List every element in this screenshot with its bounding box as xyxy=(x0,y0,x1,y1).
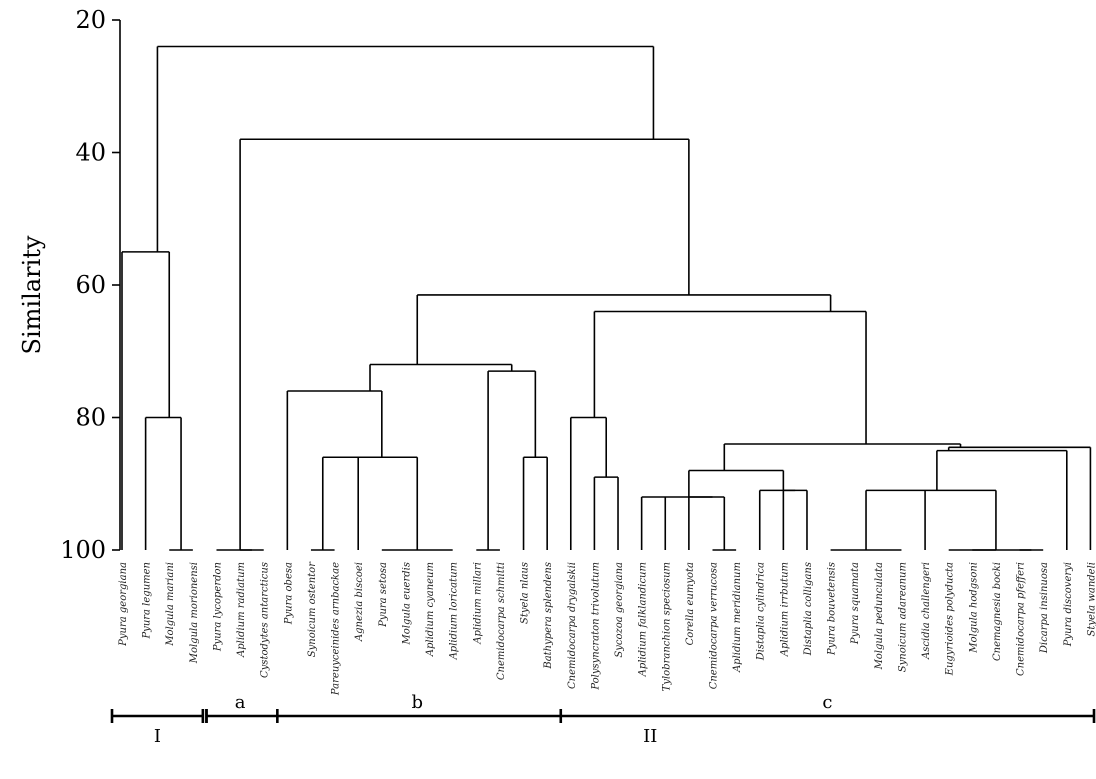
leaf-label: Molgula hodgsoni xyxy=(968,562,979,654)
subgroup-label: c xyxy=(822,692,832,713)
leaf-label: Pyura squamata xyxy=(850,562,861,645)
leaf-label: Polysyncraton trivolutum xyxy=(590,562,601,691)
leaf-label: Pyura legumen xyxy=(142,562,153,640)
leaf-label: Aplidium loricatum xyxy=(449,562,460,660)
leaf-label: Pyura obesa xyxy=(283,562,294,625)
leaf-label: Styela wandeli xyxy=(1086,562,1096,636)
y-tick-label: 20 xyxy=(75,6,106,34)
subgroup-label: b xyxy=(411,692,423,713)
leaf-label: Distaplia colligans xyxy=(803,562,814,656)
leaf-label: Aplidium falklandicum xyxy=(638,562,649,677)
leaf-labels: Pyura georgiana Pyura legumen Molgula mari… xyxy=(118,561,1096,696)
leaf-label: Aplidium cyaneum xyxy=(425,562,436,657)
leaf-label: Molgula euerdis xyxy=(401,562,412,645)
leaf-label: Cnemagnesia bocki xyxy=(992,562,1003,661)
leaf-label: Ascidia challengeri xyxy=(921,562,932,660)
leaf-label: Styela nlaus xyxy=(520,562,531,624)
dendrogram-links xyxy=(122,47,1090,551)
leaf-label: Distaplia cylindrica xyxy=(756,562,767,661)
leaf-label: Agnezia biscoei xyxy=(354,562,365,642)
leaf-label: Synoicum adareanum xyxy=(897,562,908,672)
leaf-label: Molgula morionensi xyxy=(189,562,200,664)
leaf-label: Tylobranchion speciosum xyxy=(661,562,672,691)
leaf-label: Cnemidocarpa schmitti xyxy=(496,562,507,680)
leaf-label: Synoicum ostentor xyxy=(307,561,318,657)
leaf-label: Pyura bouvetensis xyxy=(827,562,838,656)
group-brackets: I IIa b c xyxy=(112,692,1094,747)
leaf-label: Corella eumyota xyxy=(685,562,696,645)
leaf-label: Pyura lycoperdon xyxy=(212,562,223,652)
leaf-label: Aplidium irrbutum xyxy=(779,562,790,657)
leaf-label: Dicarpa insinuosa xyxy=(1039,562,1050,654)
leaf-label: Pareuyceinides arnbackae xyxy=(331,562,342,696)
leaf-label: Pyura setosa xyxy=(378,562,389,628)
leaf-label: Cnemidocarpa drygalskii xyxy=(567,562,578,689)
leaf-label: Pyura discoveryi xyxy=(1063,562,1074,647)
y-tick-label: 40 xyxy=(75,139,106,167)
leaf-label: Cnemidocarpa pfefferi xyxy=(1016,562,1027,676)
leaf-label: Aplidium meridianum xyxy=(732,562,743,673)
group-label: I xyxy=(154,726,161,747)
leaf-label: Molgula pedunculata xyxy=(874,562,885,670)
y-tick-label: 100 xyxy=(60,536,106,564)
leaf-label: Pyura georgiana xyxy=(118,562,129,647)
leaf-label: Aplidium radiatum xyxy=(236,562,247,658)
leaf-label: Aplidium millari xyxy=(472,562,483,645)
leaf-label: Cnemidocarpa verrucosa xyxy=(709,562,720,689)
subgroup-label: a xyxy=(235,692,246,713)
leaf-label: Sycozoa georgiana xyxy=(614,562,625,658)
leaf-label: Molgula mariani xyxy=(165,562,176,647)
leaf-label: Eugyrioides polyducta xyxy=(945,562,956,676)
leaf-label: Cystodytes antarcticus xyxy=(260,562,271,678)
y-tick-label: 60 xyxy=(75,271,106,299)
y-axis-label: Similarity xyxy=(18,235,46,354)
y-axis: 20 40 60 80 100 xyxy=(60,6,120,564)
leaf-label: Bathypera splendens xyxy=(543,562,554,670)
group-label: II xyxy=(643,726,657,747)
y-tick-label: 80 xyxy=(75,404,106,432)
